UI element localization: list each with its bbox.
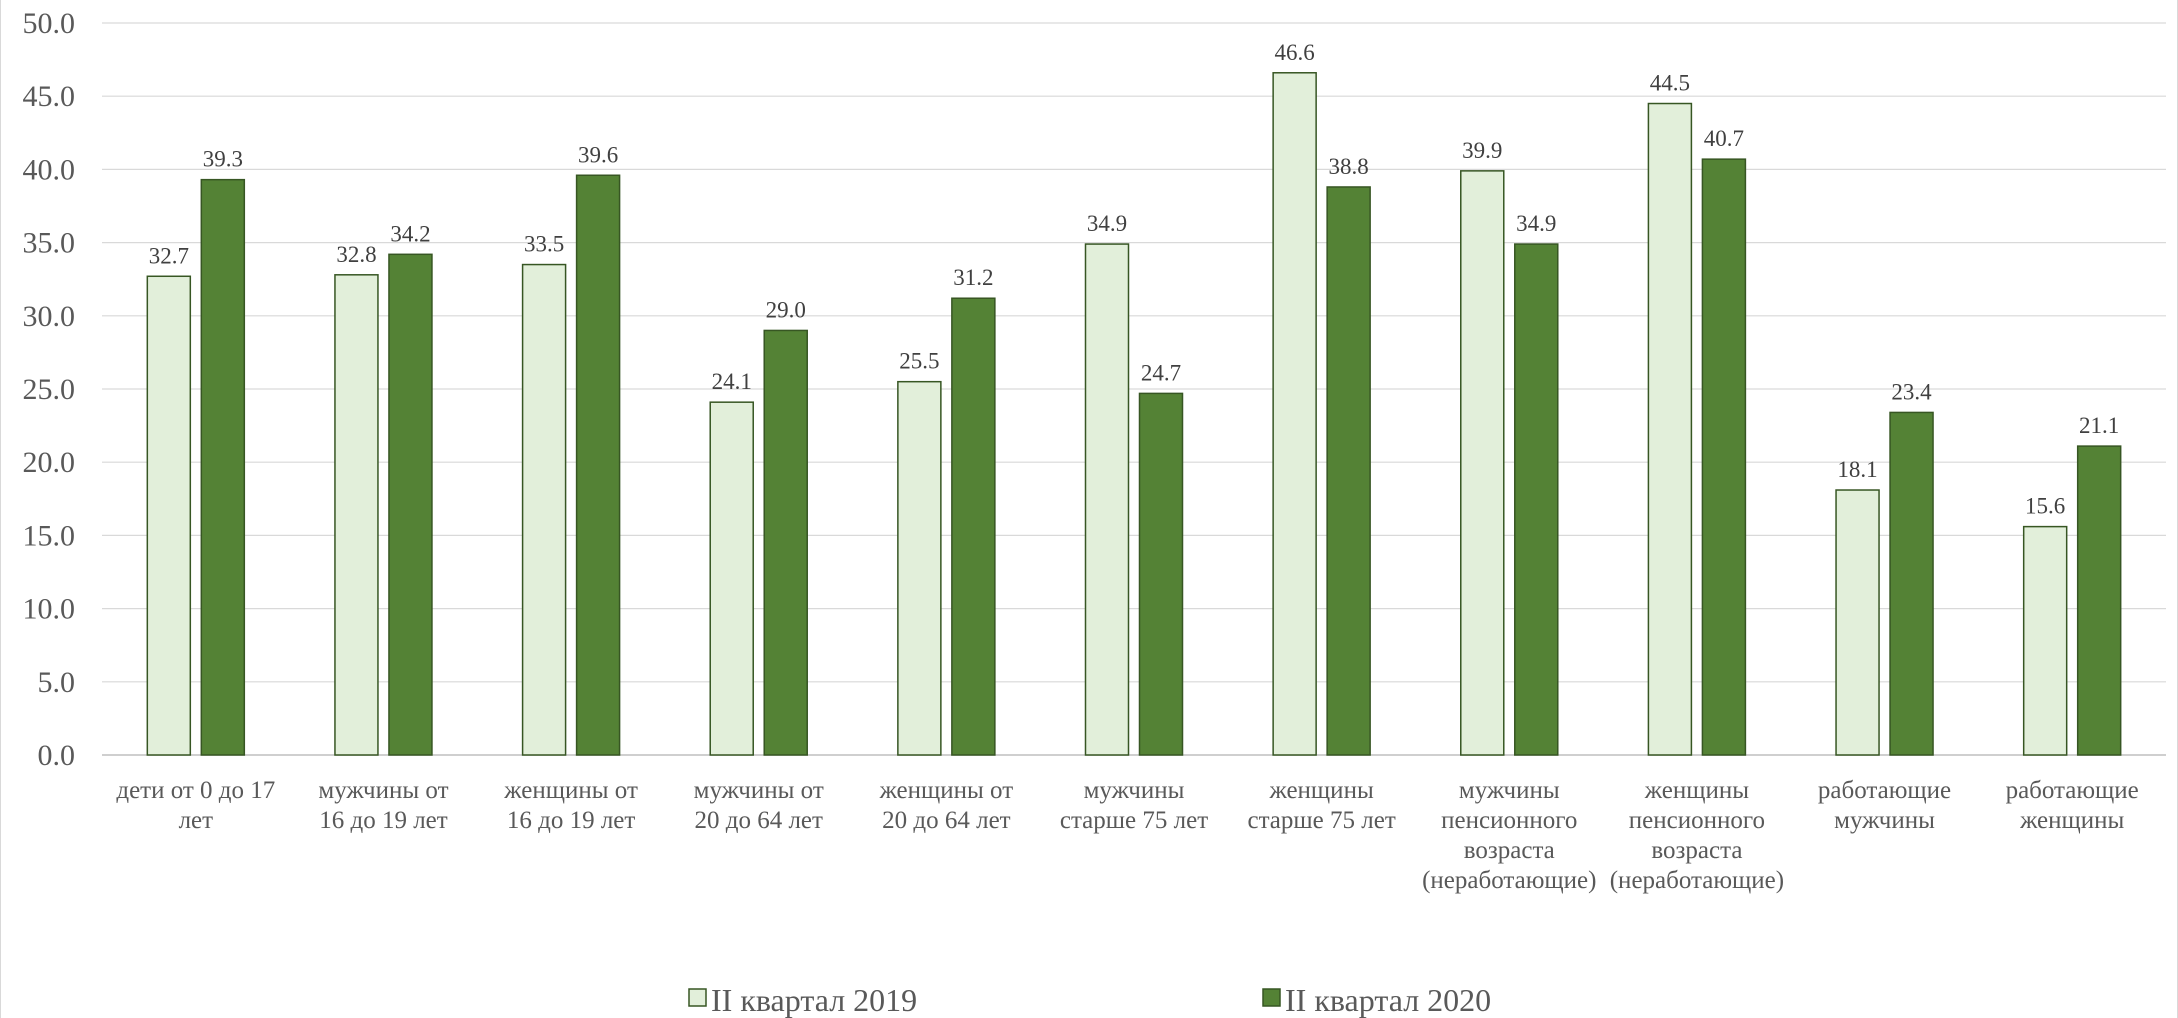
x-category-label: дети от 0 до 17 лет (116, 777, 275, 834)
data-label: 44.5 (1650, 71, 1690, 96)
bar-series-2 (1138, 392, 1184, 756)
y-tick-label: 25.0 (23, 373, 76, 406)
bar-series-1 (1835, 489, 1880, 756)
data-label: 29.0 (766, 297, 806, 322)
y-tick-label: 10.0 (23, 593, 76, 626)
legend-label-series-2: II квартал 2020 (1285, 982, 1491, 1018)
y-tick-label: 40.0 (23, 153, 76, 186)
bar-series-1 (1460, 170, 1505, 756)
y-tick-label: 50.0 (23, 7, 76, 40)
x-category-label: женщины от 16 до 19 лет (503, 777, 638, 834)
data-label: 38.8 (1329, 154, 1369, 179)
y-tick-label: 35.0 (23, 227, 76, 260)
data-label: 32.7 (149, 243, 189, 268)
data-label: 39.3 (203, 147, 243, 172)
bar-series-1 (146, 275, 192, 756)
x-category-label: мужчины старше 75 лет (1060, 777, 1208, 834)
x-category-label: женщины старше 75 лет (1247, 777, 1395, 834)
bar-series-2 (1326, 186, 1371, 756)
y-axis-tick-labels: 0.0 5.0 10.0 15.0 20.0 25.0 30.0 35.0 40.0 45.0 50… (23, 7, 76, 772)
bar-series-1 (897, 380, 942, 756)
bar-series-1 (1647, 102, 1693, 756)
data-label: 34.2 (390, 221, 430, 246)
data-labels: 32.7 39.3 32.8 34.2 33.5 39.6 24.1 29.0 25.5 31.2… (149, 40, 2120, 519)
y-tick-label: 0.0 (38, 739, 76, 772)
legend: II квартал 2019 II квартал 2020 (688, 982, 1491, 1018)
y-tick-label: 30.0 (23, 300, 76, 333)
bar-series-1 (1272, 72, 1317, 756)
bars (146, 72, 2122, 756)
bar-series-1 (709, 401, 754, 756)
data-label: 21.1 (2079, 413, 2119, 438)
bar-series-1 (521, 263, 567, 756)
bar-series-2 (2076, 445, 2122, 756)
legend-swatch-series-2 (1262, 988, 1281, 1007)
bar-series-2 (200, 178, 246, 756)
bar-series-2 (388, 253, 433, 756)
x-category-label: мужчины от 16 до 19 лет (318, 777, 448, 834)
bar-series-2 (763, 329, 808, 756)
y-tick-label: 20.0 (23, 446, 76, 479)
data-label: 33.5 (524, 232, 564, 257)
bar-series-2 (575, 174, 621, 756)
data-label: 39.6 (578, 142, 618, 167)
data-label: 15.6 (2025, 494, 2065, 519)
y-tick-label: 45.0 (23, 80, 76, 113)
bar-series-2 (1889, 411, 1934, 756)
y-tick-label: 5.0 (38, 666, 76, 699)
legend-label-series-1: II квартал 2019 (711, 982, 917, 1018)
bar-series-2 (1701, 158, 1747, 756)
data-label: 23.4 (1891, 379, 1932, 404)
x-category-label: мужчины пенсионного возраста (неработающие) (1422, 777, 1596, 894)
data-label: 39.9 (1462, 138, 1502, 163)
x-axis-category-labels: дети от 0 до 17 лет мужчины от 16 до 19 лет… (116, 777, 2138, 894)
data-label: 34.9 (1516, 211, 1556, 236)
x-category-label: работающие женщины (2006, 777, 2139, 834)
data-label: 31.2 (953, 265, 993, 290)
gridlines (102, 22, 2166, 756)
bar-series-2 (1514, 243, 1559, 756)
data-label: 40.7 (1704, 126, 1744, 151)
data-label: 24.7 (1141, 360, 1181, 385)
x-category-label: мужчины от 20 до 64 лет (694, 777, 824, 834)
data-label: 18.1 (1837, 457, 1877, 482)
bar-series-2 (951, 297, 996, 756)
legend-swatch-series-1 (688, 988, 707, 1007)
x-category-label: женщины от 20 до 64 лет (879, 777, 1014, 834)
bar-series-1 (1084, 243, 1130, 756)
x-category-label: работающие мужчины (1818, 777, 1951, 834)
data-label: 34.9 (1087, 211, 1127, 236)
bar-series-1 (334, 274, 379, 756)
x-category-label: женщины пенсионного возраста (неработающие) (1610, 777, 1784, 894)
data-label: 32.8 (336, 242, 376, 267)
bar-series-1 (2022, 525, 2068, 756)
y-tick-label: 15.0 (23, 519, 76, 552)
data-label: 25.5 (899, 349, 939, 374)
data-label: 24.1 (712, 369, 752, 394)
data-label: 46.6 (1275, 40, 1315, 65)
